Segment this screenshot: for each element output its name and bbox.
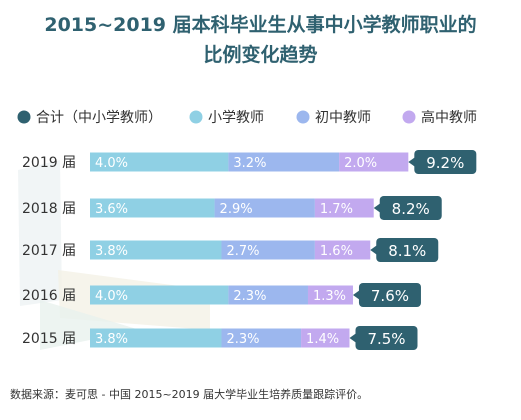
bar-segment-3 (314, 198, 374, 218)
total-value-label: 7.5% (367, 330, 405, 348)
bar-segment-2 (214, 198, 315, 218)
bar-value-label: 1.4% (306, 332, 339, 347)
bar-segment-3 (314, 240, 371, 260)
bar-segment-1 (90, 152, 229, 172)
total-callout-pointer (352, 290, 360, 300)
bar-value-label: 1.3% (313, 289, 346, 304)
bar-value-label: 2.3% (226, 332, 259, 347)
category-label: 2019 届 (22, 155, 76, 171)
chart-title-line-2: 比例变化趋势 (203, 44, 318, 66)
bar-segment-1 (90, 328, 222, 348)
legend-marker-1 (17, 110, 31, 124)
category-label: 2017 届 (22, 243, 76, 259)
data-source-note: 数据来源：麦可思 - 中国 2015~2019 届大学毕业生培养质量跟踪评价。 (10, 388, 369, 401)
category-label: 2016 届 (22, 288, 76, 304)
total-callout-box (376, 238, 439, 262)
bar-value-label: 2.7% (226, 244, 259, 259)
bar-segment-2 (221, 328, 302, 348)
bar-value-label: 2.0% (344, 156, 377, 171)
total-callout-pointer (408, 157, 416, 167)
bar-segment-2 (221, 240, 315, 260)
legend-label-4: 高中教师 (421, 109, 477, 126)
legend-label-3: 初中教师 (315, 109, 371, 126)
chart-title-line-1: 2015~2019 届本科毕业生从事中小学教师职业的 (44, 14, 477, 36)
total-callout-box (355, 326, 418, 350)
category-label: 2015 届 (22, 331, 76, 347)
bar-segment-1 (90, 285, 229, 305)
bar-segment-2 (228, 152, 340, 172)
total-value-label: 7.6% (371, 287, 409, 305)
bar-segment-3 (307, 285, 353, 305)
legend-marker-3 (296, 110, 310, 124)
total-callout-box (358, 283, 421, 307)
bar-value-label: 2.3% (233, 289, 266, 304)
legend-marker-2 (189, 110, 203, 124)
bar-value-label: 3.8% (95, 244, 128, 259)
bar-value-label: 4.0% (95, 289, 128, 304)
background-decoration-3 (40, 300, 140, 350)
bar-value-label: 3.8% (95, 332, 128, 347)
total-value-label: 9.2% (426, 154, 464, 172)
bar-value-label: 3.6% (95, 202, 128, 217)
bar-value-label: 2.9% (220, 202, 253, 217)
category-label: 2018 届 (22, 201, 76, 217)
legend-label-1: 合计（中小学教师） (36, 110, 162, 126)
total-callout-box (414, 150, 477, 174)
bar-segment-1 (90, 198, 215, 218)
chart-title: 2015~2019 届本科毕业生从事中小学教师职业的 比例变化趋势 (0, 10, 521, 70)
bar-segment-3 (339, 152, 409, 172)
bar-value-label: 1.7% (320, 202, 353, 217)
bar-value-label: 3.2% (233, 156, 266, 171)
legend-label-2: 小学教师 (208, 110, 264, 126)
total-callout-pointer (349, 333, 357, 343)
bar-segment-3 (301, 328, 350, 348)
total-value-label: 8.1% (388, 242, 426, 260)
bar-value-label: 1.6% (320, 244, 353, 259)
total-callout-box (379, 196, 442, 220)
bar-value-label: 4.0% (95, 156, 128, 171)
total-callout-pointer (373, 203, 381, 213)
legend-marker-4 (402, 110, 416, 124)
bar-segment-1 (90, 240, 222, 260)
bar-segment-2 (228, 285, 308, 305)
background-decoration-1 (18, 160, 62, 306)
total-value-label: 8.2% (392, 200, 430, 218)
total-callout-pointer (370, 245, 378, 255)
